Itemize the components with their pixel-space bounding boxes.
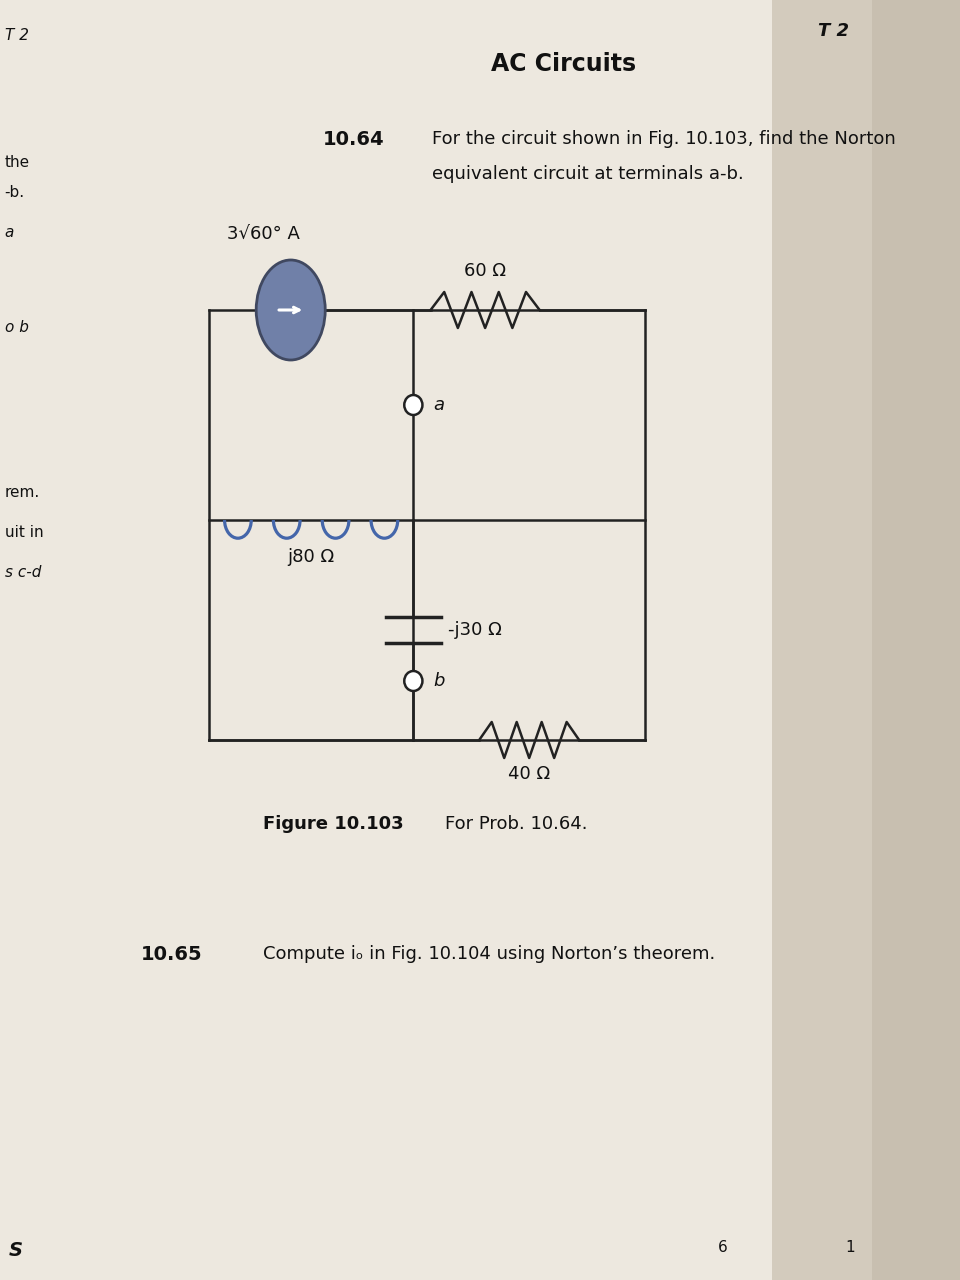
Text: j80 Ω: j80 Ω (288, 548, 335, 566)
Text: uit in: uit in (5, 525, 43, 540)
Ellipse shape (256, 260, 325, 360)
Text: a: a (5, 225, 13, 241)
Text: S: S (9, 1242, 23, 1260)
Text: For the circuit shown in Fig. 10.103, find the Norton: For the circuit shown in Fig. 10.103, fi… (432, 131, 896, 148)
Text: AC Circuits: AC Circuits (491, 52, 636, 76)
Text: equivalent circuit at terminals a-b.: equivalent circuit at terminals a-b. (432, 165, 743, 183)
Text: 1: 1 (845, 1240, 854, 1254)
Text: 60 Ω: 60 Ω (464, 262, 506, 280)
FancyBboxPatch shape (772, 0, 872, 1280)
Text: 6: 6 (718, 1240, 728, 1254)
Circle shape (404, 396, 422, 415)
Text: rem.: rem. (5, 485, 39, 500)
Text: o b: o b (5, 320, 29, 335)
Text: T 2: T 2 (5, 28, 29, 44)
Text: Figure 10.103: Figure 10.103 (263, 815, 404, 833)
Text: b: b (433, 672, 444, 690)
Text: a: a (433, 396, 444, 413)
Text: 10.65: 10.65 (141, 945, 203, 964)
Text: s c-d: s c-d (5, 564, 41, 580)
Text: Compute iₒ in Fig. 10.104 using Norton’s theorem.: Compute iₒ in Fig. 10.104 using Norton’s… (263, 945, 716, 963)
Text: 10.64: 10.64 (323, 131, 384, 148)
Text: the: the (5, 155, 30, 170)
Text: T 2: T 2 (819, 22, 850, 40)
Text: For Prob. 10.64.: For Prob. 10.64. (445, 815, 588, 833)
Text: 40 Ω: 40 Ω (508, 765, 550, 783)
Text: -b.: -b. (5, 186, 25, 200)
Text: -j30 Ω: -j30 Ω (448, 621, 502, 639)
FancyBboxPatch shape (0, 0, 872, 1280)
Text: 3√60° A: 3√60° A (227, 225, 300, 243)
Circle shape (404, 671, 422, 691)
